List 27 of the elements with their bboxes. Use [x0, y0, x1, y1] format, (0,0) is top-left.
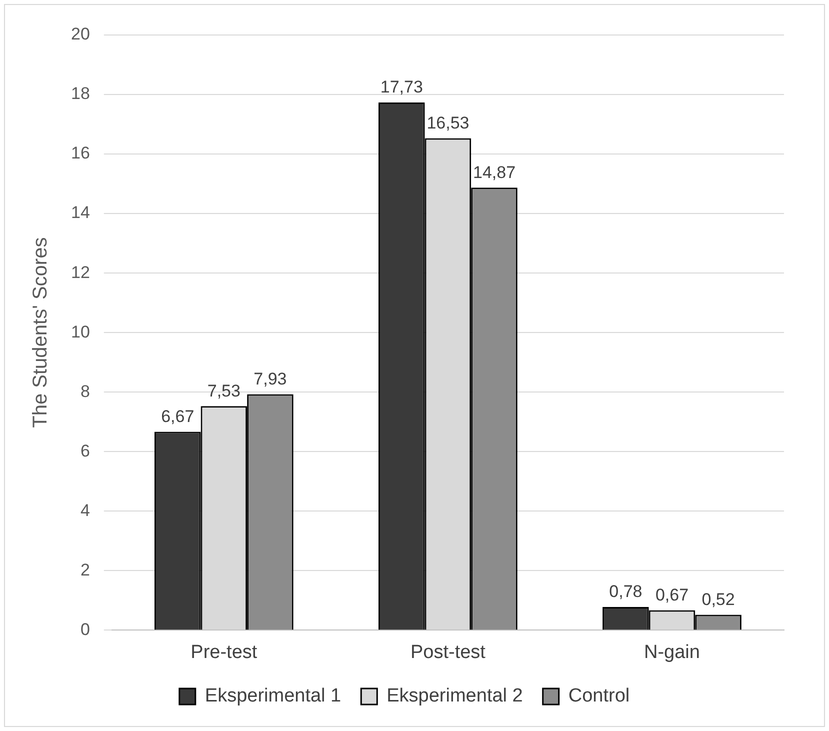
- y-tick-label: 6: [80, 441, 90, 460]
- legend-label: Control: [568, 686, 630, 707]
- legend-label: Eksperimental 1: [204, 686, 342, 707]
- x-tick-label: N-gain: [644, 642, 700, 663]
- y-tick-label: 8: [80, 382, 90, 401]
- y-tick-label: 20: [70, 24, 90, 44]
- x-tick-label: Post-test: [410, 642, 486, 663]
- data-label: 17,73: [380, 78, 423, 97]
- data-label: 7,93: [254, 369, 287, 388]
- x-tick-label: Pre-test: [190, 642, 258, 663]
- data-label: 0,78: [609, 582, 642, 602]
- y-tick-label: 14: [70, 203, 90, 222]
- y-tick-label: 4: [80, 500, 90, 520]
- y-tick-label: 2: [80, 560, 90, 580]
- y-tick-label: 18: [70, 84, 90, 104]
- data-label: 14,87: [472, 162, 516, 182]
- data-label: 16,53: [426, 113, 470, 132]
- data-label: 0,52: [702, 590, 735, 609]
- data-label: 6,67: [161, 406, 194, 426]
- y-axis-title: The Students' Scores: [30, 237, 52, 428]
- y-tick-label: 10: [70, 322, 90, 342]
- y-tick-label: 0: [80, 620, 90, 639]
- y-tick-label: 16: [70, 144, 90, 163]
- legend-label: Eksperimental 2: [386, 686, 523, 707]
- data-label: 7,53: [207, 381, 240, 400]
- y-tick-label: 12: [70, 262, 90, 282]
- data-label: 0,67: [655, 585, 689, 604]
